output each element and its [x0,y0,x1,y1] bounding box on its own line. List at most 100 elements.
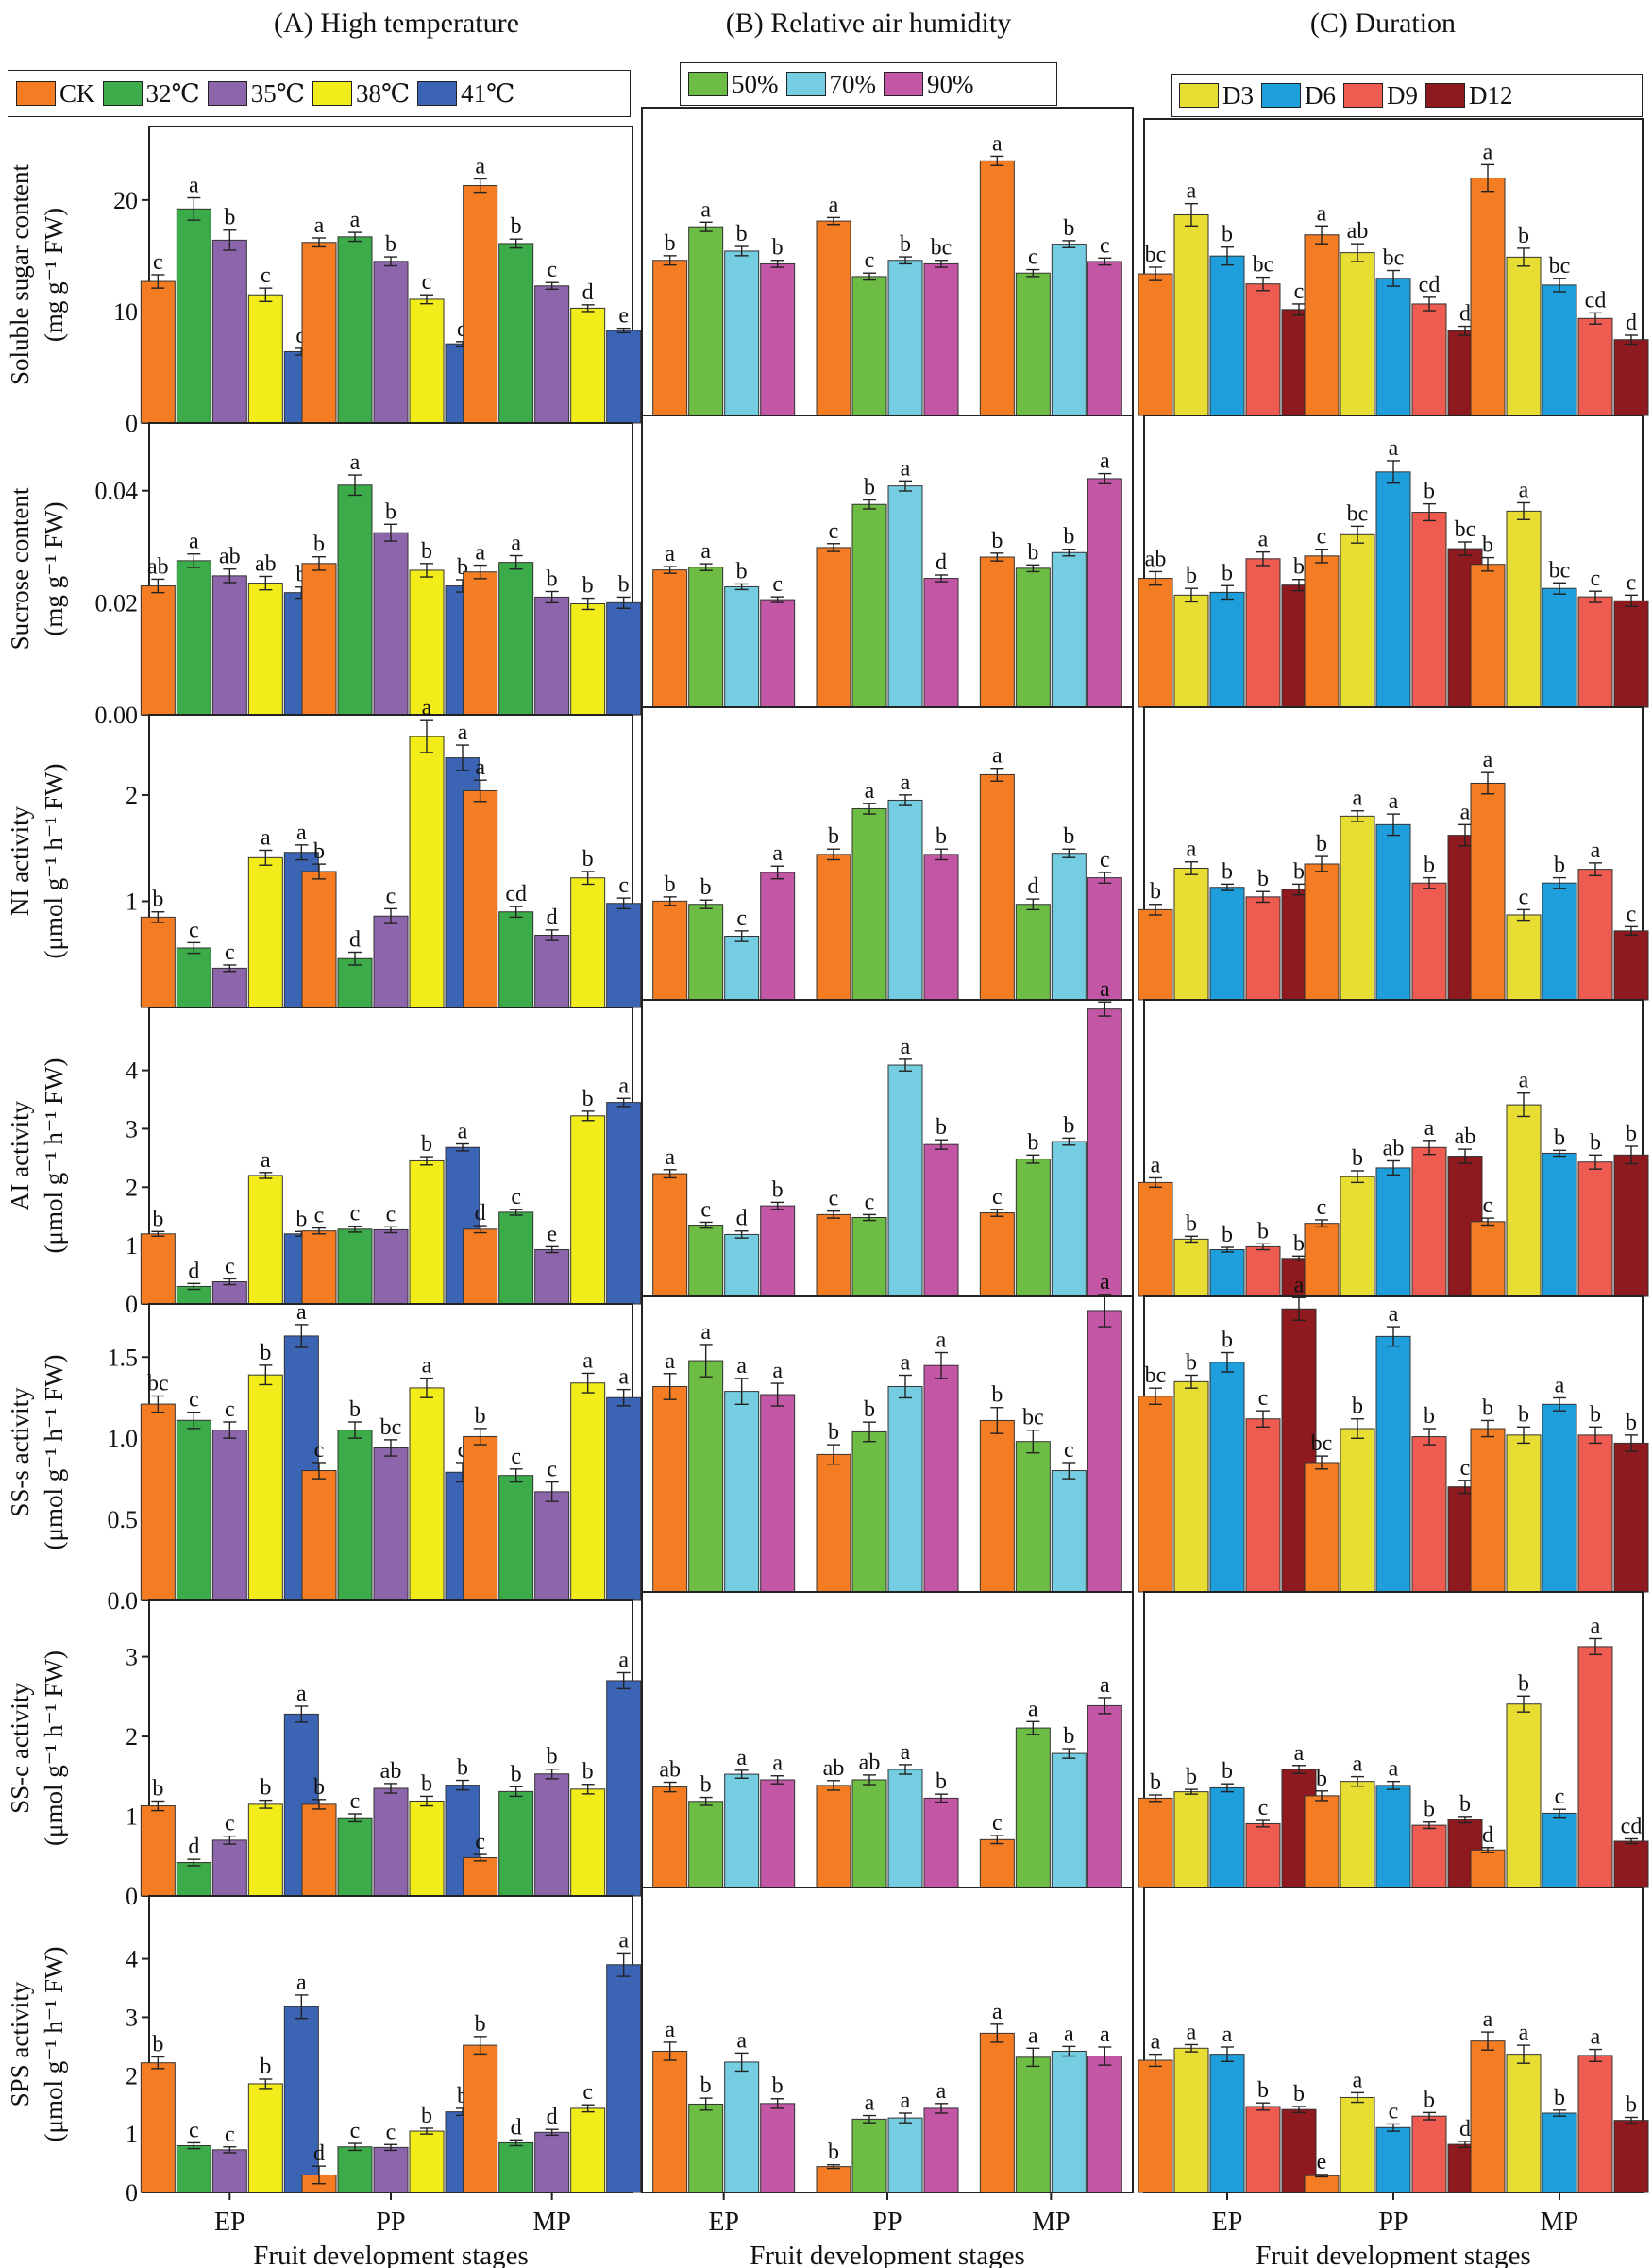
bar [301,871,337,1008]
bar [463,1856,498,1897]
panel-c-title: (C) Duration [1309,8,1457,39]
bar [1051,244,1087,416]
legend-swatch [1179,83,1219,108]
bar [211,967,247,1008]
significance-letter: c [225,2123,235,2147]
y-tick-label: 4 [126,1946,138,1973]
significance-letter: a [665,1349,675,1374]
bar [570,2107,606,2193]
significance-letter: a [1294,1741,1305,1766]
significance-letter: b [1257,1219,1269,1244]
significance-letter: a [618,1648,629,1672]
bar [1245,558,1281,708]
x-category-label: PP [376,2208,405,2237]
significance-letter: b [772,1177,784,1202]
bar [1577,869,1613,1001]
legend-label: CK [59,78,95,108]
significance-letter: b [1554,1126,1565,1150]
significance-letter: a [1519,1069,1529,1093]
bar [724,1233,760,1297]
bar [1470,1849,1506,1888]
bar [1245,2106,1281,2193]
bar [1375,471,1411,708]
significance-letter: a [736,1746,747,1770]
bar [409,2130,445,2193]
significance-letter: b [1554,2086,1565,2110]
chart-A-row-6: 0 1 2 3 4 SPS activity (μmol g⁻¹ h⁻¹ FW) b c c b a E… [6,1895,642,2268]
significance-letter: b [1186,1350,1197,1375]
significance-letter: b [700,2073,712,2098]
legend-item: 70% [785,70,876,99]
significance-letter: bc [1145,243,1167,267]
significance-letter: ab [659,1758,681,1783]
bar [923,578,959,708]
y-tick-label: 10 [113,298,138,326]
significance-letter: b [991,1383,1003,1408]
significance-letter: a [901,456,911,481]
significance-letter: b [828,1420,839,1445]
bar [1245,1418,1281,1593]
significance-letter: ab [1347,219,1369,244]
legend-label: D12 [1469,80,1513,110]
significance-letter: a [665,2018,675,2042]
bar [247,583,283,716]
significance-letter: b [936,1769,947,1794]
significance-letter: a [1483,748,1493,772]
significance-letter: b [475,2012,486,2037]
bar [652,1173,688,1297]
y-axis-label: SS-s activity [6,1387,34,1517]
bar [409,569,445,716]
bar [409,1387,445,1601]
significance-letter: b [1222,561,1233,585]
bar [760,262,796,416]
legend-item: 41℃ [417,79,514,109]
significance-letter: a [665,542,675,567]
significance-letter: b [1554,854,1565,878]
significance-letter: a [1555,1373,1565,1397]
significance-letter: bc [1455,517,1476,542]
significance-letter: b [152,1776,163,1801]
x-axis-label: Fruit development stages [253,2241,529,2268]
bar [1411,1824,1447,1888]
bar [337,957,373,1008]
significance-letter: bc [1311,1431,1333,1456]
significance-letter: b [772,2074,784,2099]
bar [498,243,534,424]
significance-letter: b [511,1762,522,1786]
significance-letter: c [189,2118,199,2142]
legend-item: 90% [884,70,974,99]
legend-item: 35℃ [207,79,305,109]
y-tick-label: 0.0 [108,1587,139,1615]
bar [1138,273,1173,416]
significance-letter: b [1186,1765,1197,1789]
significance-letter: a [618,1928,629,1953]
legend-item: 32℃ [102,79,200,109]
bar [1375,278,1411,416]
significance-letter: bc [1145,1363,1167,1388]
significance-letter: c [314,1438,325,1463]
bar [887,1385,923,1593]
significance-letter: d [1626,311,1637,335]
bar [1304,555,1340,708]
bar [176,1862,211,1897]
bar [140,2062,176,2193]
significance-letter: a [296,1682,307,1706]
legend-swatch [1425,83,1465,108]
bar [1542,587,1577,708]
significance-letter: bc [1022,1406,1044,1430]
y-axis-label: (μmol g⁻¹ h⁻¹ FW) [40,1355,68,1550]
bar [176,1419,211,1601]
y-axis-label: (μmol g⁻¹ h⁻¹ FW) [40,1058,68,1254]
bar [498,911,534,1008]
bar [606,330,642,424]
bar [534,285,570,424]
bar [1613,1154,1649,1297]
significance-letter: a [582,1348,593,1373]
bar [534,1491,570,1601]
bar [688,567,724,708]
bar [498,2141,534,2193]
significance-letter: b [991,529,1003,553]
